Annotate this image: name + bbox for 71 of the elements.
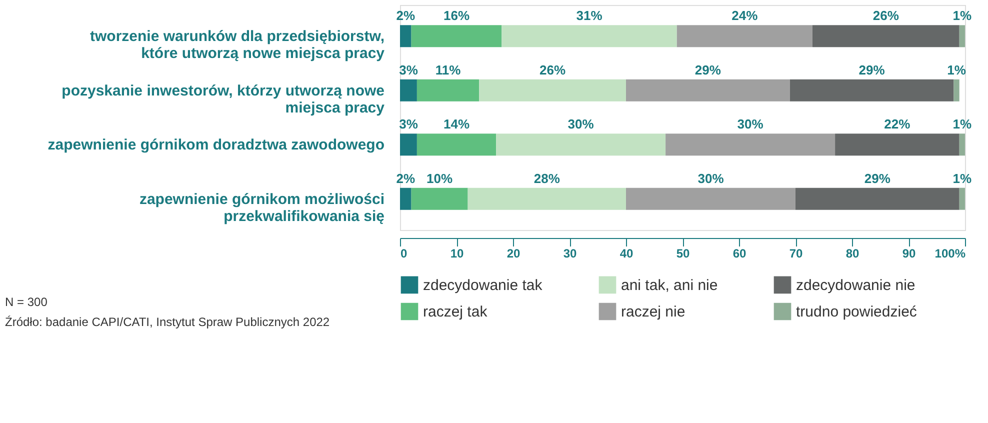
data-label: 10% bbox=[426, 170, 453, 186]
x-tick-label: 50 bbox=[676, 246, 690, 260]
data-label: 11% bbox=[435, 62, 462, 78]
data-label: 26% bbox=[872, 8, 900, 24]
data-label: 30% bbox=[568, 116, 594, 132]
x-tick-label: 60 bbox=[732, 246, 746, 260]
legend-label: zdecydowanie tak bbox=[423, 276, 543, 294]
x-tick-label: 80 bbox=[846, 246, 860, 260]
x-tick-label: 40 bbox=[620, 246, 634, 260]
legend-label: raczej tak bbox=[423, 304, 488, 320]
bar bbox=[411, 25, 502, 48]
legend-label: ani tak, ani nie bbox=[621, 276, 718, 294]
data-label: 28% bbox=[534, 170, 560, 186]
bar bbox=[400, 188, 412, 210]
x-tick-label: 20 bbox=[506, 246, 520, 260]
data-label: 24% bbox=[732, 8, 758, 24]
bar bbox=[959, 134, 965, 156]
bar bbox=[666, 134, 836, 156]
bar bbox=[416, 134, 496, 156]
data-label: 29% bbox=[858, 62, 886, 78]
bar bbox=[790, 79, 954, 102]
y-tick-label: zapewnienie górnikom możliwości przekwalifikowania się bbox=[139, 190, 384, 225]
x-tick-label: 30 bbox=[563, 246, 577, 260]
x-tick-label: 90 bbox=[902, 246, 916, 260]
data-label: 1% bbox=[952, 8, 972, 24]
bar bbox=[954, 79, 960, 102]
data-label: 29% bbox=[864, 170, 891, 186]
data-label: 3% bbox=[399, 116, 418, 132]
text: Źródło: badanie CAPI/CATI, Instytut Spraw Publicznych 2022 bbox=[5, 315, 330, 329]
data-label: 16% bbox=[443, 8, 470, 24]
legend-label: raczej nie bbox=[621, 304, 686, 320]
y-tick-label: tworzenie warunków dla przedsiębiorstw, które utworzą nowe miejsca pracy bbox=[90, 28, 386, 62]
bar bbox=[400, 134, 417, 156]
bar bbox=[812, 25, 960, 48]
data-label: 31% bbox=[576, 8, 603, 24]
bar bbox=[626, 188, 796, 210]
y-tick-label: zapewnienie górnikom doradztwa zawodowego bbox=[48, 136, 384, 154]
bar bbox=[496, 134, 666, 156]
x-tick-label: 100% bbox=[934, 246, 966, 260]
data-label: 3% bbox=[399, 62, 418, 78]
data-label: 29% bbox=[694, 62, 722, 78]
bar bbox=[959, 25, 965, 48]
bar bbox=[468, 188, 626, 210]
data-label: 14% bbox=[443, 116, 470, 132]
x-tick-label: 10 bbox=[450, 246, 464, 260]
bar bbox=[400, 25, 412, 48]
data-label: 22% bbox=[884, 116, 911, 132]
bar bbox=[626, 79, 790, 102]
legend-label: trudno powiedzieć bbox=[796, 304, 918, 320]
text: N = 300 bbox=[5, 295, 48, 309]
bar bbox=[796, 188, 960, 210]
data-label: 30% bbox=[698, 170, 724, 186]
bar bbox=[835, 134, 960, 156]
data-label: 2% bbox=[396, 8, 416, 24]
data-label: 1% bbox=[947, 62, 966, 78]
data-label: 26% bbox=[540, 62, 566, 78]
x-tick-label: 70 bbox=[789, 246, 803, 260]
bar bbox=[502, 25, 677, 48]
bar bbox=[411, 188, 468, 210]
bar bbox=[959, 188, 965, 210]
data-label: 1% bbox=[952, 170, 972, 186]
bar bbox=[479, 79, 626, 102]
bar bbox=[400, 79, 417, 102]
y-tick-label: pozyskanie inwestorów, którzy utworzą nowe miejsca pracy bbox=[62, 82, 386, 116]
data-label: 2% bbox=[396, 170, 416, 186]
x-tick-label: 0 bbox=[400, 246, 408, 260]
bar bbox=[676, 25, 812, 48]
data-label: 30% bbox=[737, 116, 764, 132]
data-label: 1% bbox=[952, 116, 972, 132]
bar bbox=[416, 79, 480, 102]
legend-label: zdecydowanie nie bbox=[796, 276, 916, 294]
